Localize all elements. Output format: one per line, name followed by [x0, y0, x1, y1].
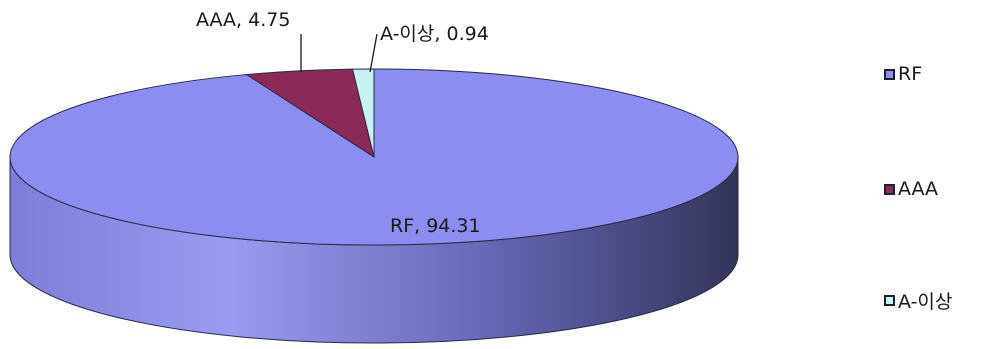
legend-swatch-aaa [884, 183, 895, 195]
data-label-a-plus: A-이상, 0.94 [380, 23, 489, 45]
legend-label-aaa: AAA [898, 178, 939, 200]
leader-line-a-plus [369, 33, 378, 73]
legend-item-a-plus: A-이상 [884, 288, 953, 313]
legend-item-aaa: AAA [884, 177, 938, 201]
legend-item-rf: RF [884, 62, 922, 86]
data-label-rf: RF, 94.31 [390, 215, 481, 237]
legend-label-rf: RF [898, 63, 923, 85]
data-labels: RF, 94.31 AAA, 4.75 A-이상, 0.94 [196, 9, 489, 237]
legend-label-a-plus: A-이상 [898, 290, 953, 313]
data-label-aaa: AAA, 4.75 [196, 9, 290, 31]
legend-swatch-rf [884, 68, 895, 80]
leader-lines [300, 33, 378, 73]
pie-slice-a-plus [351, 68, 375, 158]
pie-slices [9, 68, 739, 246]
legend-swatch-a-plus [884, 294, 895, 306]
